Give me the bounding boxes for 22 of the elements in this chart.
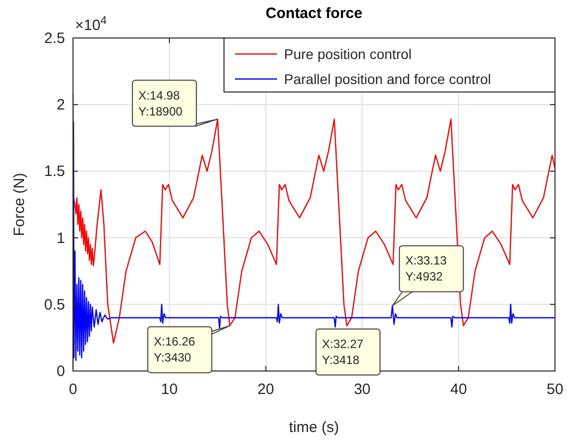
annotation: X:14.98 Y:18900: [138, 88, 183, 118]
chart-title: Contact force: [266, 5, 362, 22]
y-tick-label: 0: [56, 363, 65, 380]
y-tick-label: 1: [56, 230, 65, 247]
x-tick-label: 40: [450, 381, 467, 398]
y-axis-title: Force (N): [11, 172, 28, 236]
x-axis-title: time (s): [289, 419, 339, 436]
y-tick-label: 1.5: [44, 163, 65, 180]
x-tick-label: 30: [354, 381, 371, 398]
annotation: X:16.26 Y:3430: [154, 334, 196, 365]
annotation: X:33.13 Y:4932: [405, 254, 448, 284]
legend-label: Parallel position and force control: [284, 71, 492, 87]
y-tick-label: 0.5: [44, 296, 65, 314]
y-tick-label: 2: [56, 96, 65, 114]
x-tick-label: 10: [161, 381, 178, 398]
text: ×10$^{4}$: [75, 15, 107, 34]
x-tick-label: 20: [257, 381, 274, 398]
x-tick-label: 50: [546, 381, 564, 398]
annotation: X:32.27 Y:3418: [322, 337, 364, 367]
y-tick-label: 2.5: [44, 30, 65, 47]
legend-label: Pure position control: [284, 46, 412, 62]
x-tick-label: 0: [68, 381, 78, 398]
